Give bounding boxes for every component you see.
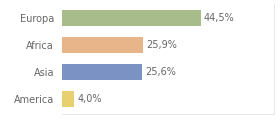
Text: 4,0%: 4,0% xyxy=(77,94,102,104)
Bar xyxy=(62,91,74,107)
Text: 25,9%: 25,9% xyxy=(146,40,177,50)
Text: 25,6%: 25,6% xyxy=(145,67,176,77)
Bar xyxy=(62,10,201,27)
Bar xyxy=(62,64,142,80)
Bar xyxy=(62,37,143,53)
Text: 44,5%: 44,5% xyxy=(204,13,235,23)
